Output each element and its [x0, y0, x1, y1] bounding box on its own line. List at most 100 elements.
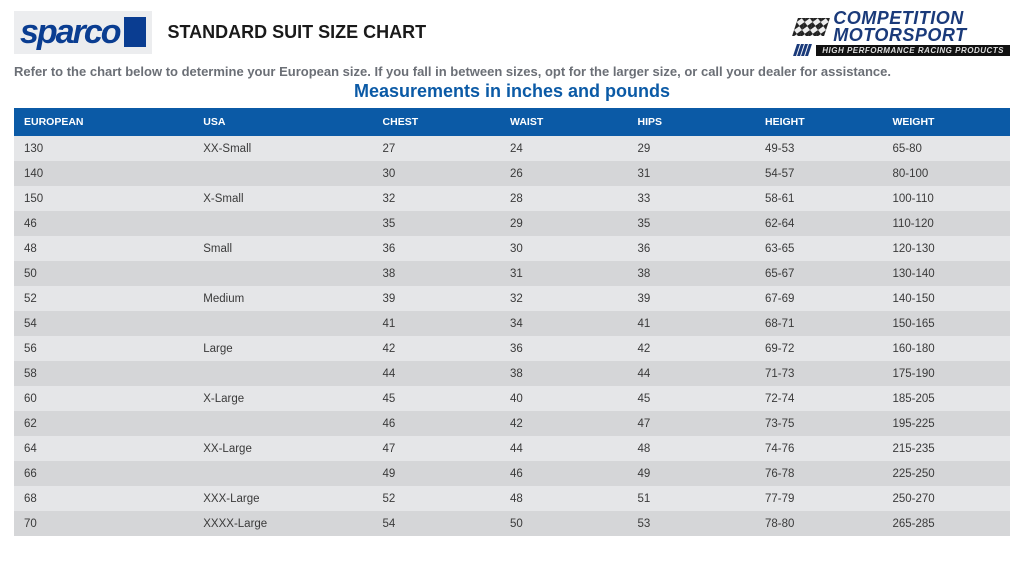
table-cell: 27: [373, 136, 500, 161]
table-cell: 36: [373, 236, 500, 261]
table-cell: 35: [628, 211, 755, 236]
table-cell: 36: [628, 236, 755, 261]
table-cell: 47: [373, 436, 500, 461]
table-cell: 39: [373, 286, 500, 311]
table-row: 68XXX-Large52485177-79250-270: [14, 486, 1010, 511]
table-cell: 50: [14, 261, 193, 286]
table-cell: 42: [628, 336, 755, 361]
competition-motorsport-logo: COMPETITION MOTORSPORT HIGH PERFORMANCE …: [795, 8, 1010, 56]
table-cell: XX-Small: [193, 136, 372, 161]
table-cell: 47: [628, 411, 755, 436]
table-cell: 35: [373, 211, 500, 236]
table-cell: 195-225: [882, 411, 1010, 436]
table-cell: 62-64: [755, 211, 882, 236]
table-cell: 66: [14, 461, 193, 486]
table-cell: X-Small: [193, 186, 372, 211]
table-row: 5441344168-71150-165: [14, 311, 1010, 336]
table-cell: Medium: [193, 286, 372, 311]
table-cell: 110-120: [882, 211, 1010, 236]
table-cell: 72-74: [755, 386, 882, 411]
table-cell: 175-190: [882, 361, 1010, 386]
table-cell: 49: [628, 461, 755, 486]
sparco-logo-text: sparco: [20, 13, 120, 52]
table-row: 14030263154-5780-100: [14, 161, 1010, 186]
table-cell: 29: [628, 136, 755, 161]
table-cell: 58: [14, 361, 193, 386]
col-hips: HIPS: [628, 108, 755, 136]
table-cell: 24: [500, 136, 627, 161]
stripes-icon: [793, 44, 812, 56]
table-cell: 130-140: [882, 261, 1010, 286]
table-row: 5038313865-67130-140: [14, 261, 1010, 286]
table-cell: X-Large: [193, 386, 372, 411]
table-cell: [193, 161, 372, 186]
table-cell: 56: [14, 336, 193, 361]
table-row: 64XX-Large47444874-76215-235: [14, 436, 1010, 461]
col-height: HEIGHT: [755, 108, 882, 136]
table-row: 70XXXX-Large54505378-80265-285: [14, 511, 1010, 536]
table-cell: 45: [373, 386, 500, 411]
table-cell: [193, 211, 372, 236]
table-cell: 31: [628, 161, 755, 186]
col-european: EUROPEAN: [14, 108, 193, 136]
table-cell: Large: [193, 336, 372, 361]
table-row: 60X-Large45404572-74185-205: [14, 386, 1010, 411]
table-cell: [193, 361, 372, 386]
table-cell: 60: [14, 386, 193, 411]
table-cell: 54: [373, 511, 500, 536]
table-cell: [193, 311, 372, 336]
table-cell: 32: [373, 186, 500, 211]
table-row: 4635293562-64110-120: [14, 211, 1010, 236]
table-cell: 31: [500, 261, 627, 286]
page-title: STANDARD SUIT SIZE CHART: [168, 22, 780, 43]
table-cell: 68-71: [755, 311, 882, 336]
table-cell: XXXX-Large: [193, 511, 372, 536]
table-row: 56Large42364269-72160-180: [14, 336, 1010, 361]
table-cell: 41: [628, 311, 755, 336]
table-cell: 44: [500, 436, 627, 461]
table-cell: [193, 411, 372, 436]
table-cell: 49-53: [755, 136, 882, 161]
table-cell: 32: [500, 286, 627, 311]
instruction-text: Refer to the chart below to determine yo…: [0, 60, 1024, 79]
table-cell: 52: [14, 286, 193, 311]
col-usa: USA: [193, 108, 372, 136]
table-cell: 33: [628, 186, 755, 211]
table-cell: 65-80: [882, 136, 1010, 161]
table-cell: 76-78: [755, 461, 882, 486]
table-cell: 130: [14, 136, 193, 161]
table-cell: 48: [628, 436, 755, 461]
table-cell: 34: [500, 311, 627, 336]
table-cell: 28: [500, 186, 627, 211]
table-cell: 48: [500, 486, 627, 511]
table-row: 6246424773-75195-225: [14, 411, 1010, 436]
table-cell: 44: [373, 361, 500, 386]
table-row: 48Small36303663-65120-130: [14, 236, 1010, 261]
table-cell: 185-205: [882, 386, 1010, 411]
table-cell: [193, 261, 372, 286]
table-row: 130XX-Small27242949-5365-80: [14, 136, 1010, 161]
table-cell: 50: [500, 511, 627, 536]
table-cell: XX-Large: [193, 436, 372, 461]
table-cell: 265-285: [882, 511, 1010, 536]
table-cell: 45: [628, 386, 755, 411]
col-chest: CHEST: [373, 108, 500, 136]
page-header: sparco STANDARD SUIT SIZE CHART COMPETIT…: [0, 0, 1024, 60]
col-waist: WAIST: [500, 108, 627, 136]
measurements-subhead: Measurements in inches and pounds: [0, 79, 1024, 108]
table-cell: 62: [14, 411, 193, 436]
table-cell: 30: [500, 236, 627, 261]
table-cell: 250-270: [882, 486, 1010, 511]
table-cell: 215-235: [882, 436, 1010, 461]
table-cell: 30: [373, 161, 500, 186]
table-cell: 36: [500, 336, 627, 361]
table-cell: 26: [500, 161, 627, 186]
table-cell: 42: [500, 411, 627, 436]
table-cell: 140-150: [882, 286, 1010, 311]
table-cell: 58-61: [755, 186, 882, 211]
table-cell: Small: [193, 236, 372, 261]
table-cell: 46: [500, 461, 627, 486]
table-cell: 38: [373, 261, 500, 286]
table-cell: 120-130: [882, 236, 1010, 261]
table-cell: 46: [14, 211, 193, 236]
